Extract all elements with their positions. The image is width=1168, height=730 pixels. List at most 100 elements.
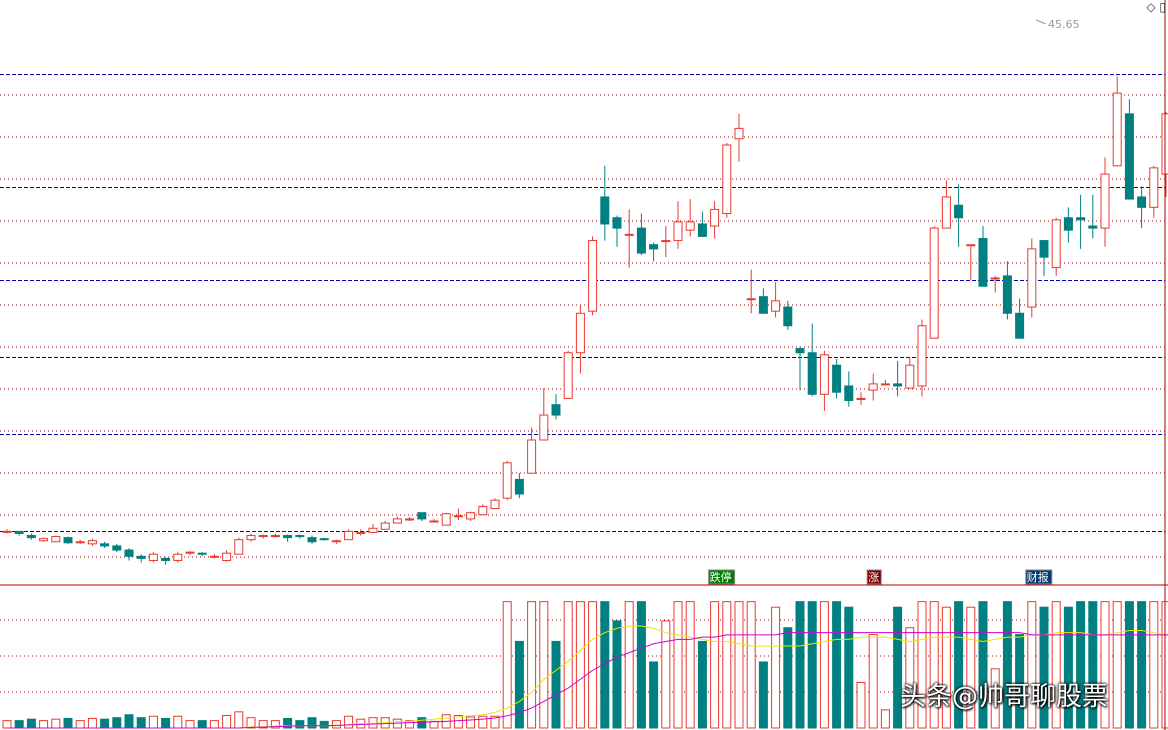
candle-body (173, 553, 183, 561)
volume-bar (758, 661, 768, 729)
volume-bar (197, 720, 207, 729)
candle-body (954, 204, 964, 219)
candle-body (514, 478, 524, 495)
volume-bar (600, 601, 610, 729)
candle-body (978, 237, 988, 287)
candle-body (258, 535, 268, 538)
candle-body (161, 557, 171, 561)
volume-bar (954, 601, 964, 729)
volume-bar (490, 715, 500, 729)
volume-bar (295, 720, 305, 729)
candle-body (771, 300, 781, 312)
volume-bar (551, 640, 561, 729)
volume-bar (746, 601, 756, 729)
volume-bar (2, 720, 12, 729)
volume-bar (1076, 601, 1086, 729)
volume-bar (148, 715, 158, 729)
candle-body (1112, 92, 1122, 167)
candle-body (600, 196, 610, 225)
candle-body (722, 144, 732, 215)
volume-bar (856, 681, 866, 729)
candle-body (185, 551, 195, 554)
candle-body (551, 404, 561, 416)
candle-body (990, 277, 1000, 280)
candle-body (1051, 219, 1061, 269)
candle-body (941, 196, 951, 229)
volume-bar (710, 601, 720, 729)
candle-body (368, 527, 378, 533)
candle-body (246, 535, 256, 541)
volume-bar (917, 601, 927, 729)
candle-body (844, 385, 854, 402)
volume-bar (75, 720, 85, 729)
volume-bar (417, 717, 427, 729)
volume-bar (51, 718, 61, 729)
candle-body (624, 233, 634, 236)
volume-bar (26, 718, 36, 729)
volume-bar (39, 720, 49, 729)
annotation-label: 财报 (1027, 570, 1049, 584)
volume-bar (929, 601, 939, 729)
candle-body (1088, 225, 1098, 229)
volume-bar (173, 715, 183, 729)
volume-bar (624, 601, 634, 729)
reference-lines (0, 74, 1165, 532)
candle-body (527, 439, 537, 474)
volume-bar (453, 714, 463, 729)
volume-bar (722, 601, 732, 729)
volume-bar (319, 720, 329, 729)
volume-ma-line-2 (7, 632, 1168, 729)
volume-bar (795, 601, 805, 729)
volume-bar (880, 709, 890, 729)
candle-body (319, 538, 329, 541)
candle-body (270, 535, 280, 538)
volume-bar (63, 717, 73, 729)
volume-bar (832, 601, 842, 729)
volume-bar (990, 668, 1000, 729)
candle-body (295, 535, 305, 538)
candle-body (612, 217, 622, 229)
annotation-badge (708, 569, 736, 585)
diamond-icon[interactable]: ◇ (1146, 0, 1156, 14)
volume-bar (1149, 601, 1159, 729)
volume-moving-averages (7, 625, 1168, 729)
volume-bar (575, 601, 585, 729)
annotation-badge (866, 569, 882, 585)
candle-body (1063, 217, 1073, 231)
candles (2, 76, 1168, 565)
volume-bar (466, 716, 476, 729)
volume-bar (1088, 601, 1098, 729)
candle-body (356, 531, 366, 534)
volume-bar (612, 620, 622, 729)
toolbar-icons: ◇ ▯ (1146, 0, 1166, 14)
volume-bar (673, 601, 683, 729)
candle-body (466, 512, 476, 520)
candle-body (880, 383, 890, 386)
candle-body (856, 397, 866, 400)
candle-body (87, 540, 97, 545)
window-icon[interactable]: ▯ (1159, 0, 1166, 14)
high-price-marker: 45.65 (1035, 18, 1080, 31)
volume-bar (807, 601, 817, 729)
volume-bar (588, 601, 598, 729)
volume-bar (819, 601, 829, 729)
volume-bar (563, 601, 573, 729)
volume-bar (1027, 601, 1037, 729)
volume-bar (124, 714, 134, 729)
volume-bar (685, 601, 695, 729)
candle-body (697, 223, 707, 237)
candle-body (502, 462, 512, 499)
candle-body (392, 518, 402, 524)
volume-bar (283, 717, 293, 729)
candle-body (2, 530, 12, 533)
candle-body (429, 520, 439, 523)
candle-body (758, 296, 768, 314)
candle-body (685, 221, 695, 231)
candle-body (307, 537, 317, 543)
candle-body (63, 537, 73, 544)
volume-bar (966, 606, 976, 729)
candle-body (734, 127, 744, 140)
volume-bar (661, 620, 671, 729)
volume-bar (502, 601, 512, 729)
